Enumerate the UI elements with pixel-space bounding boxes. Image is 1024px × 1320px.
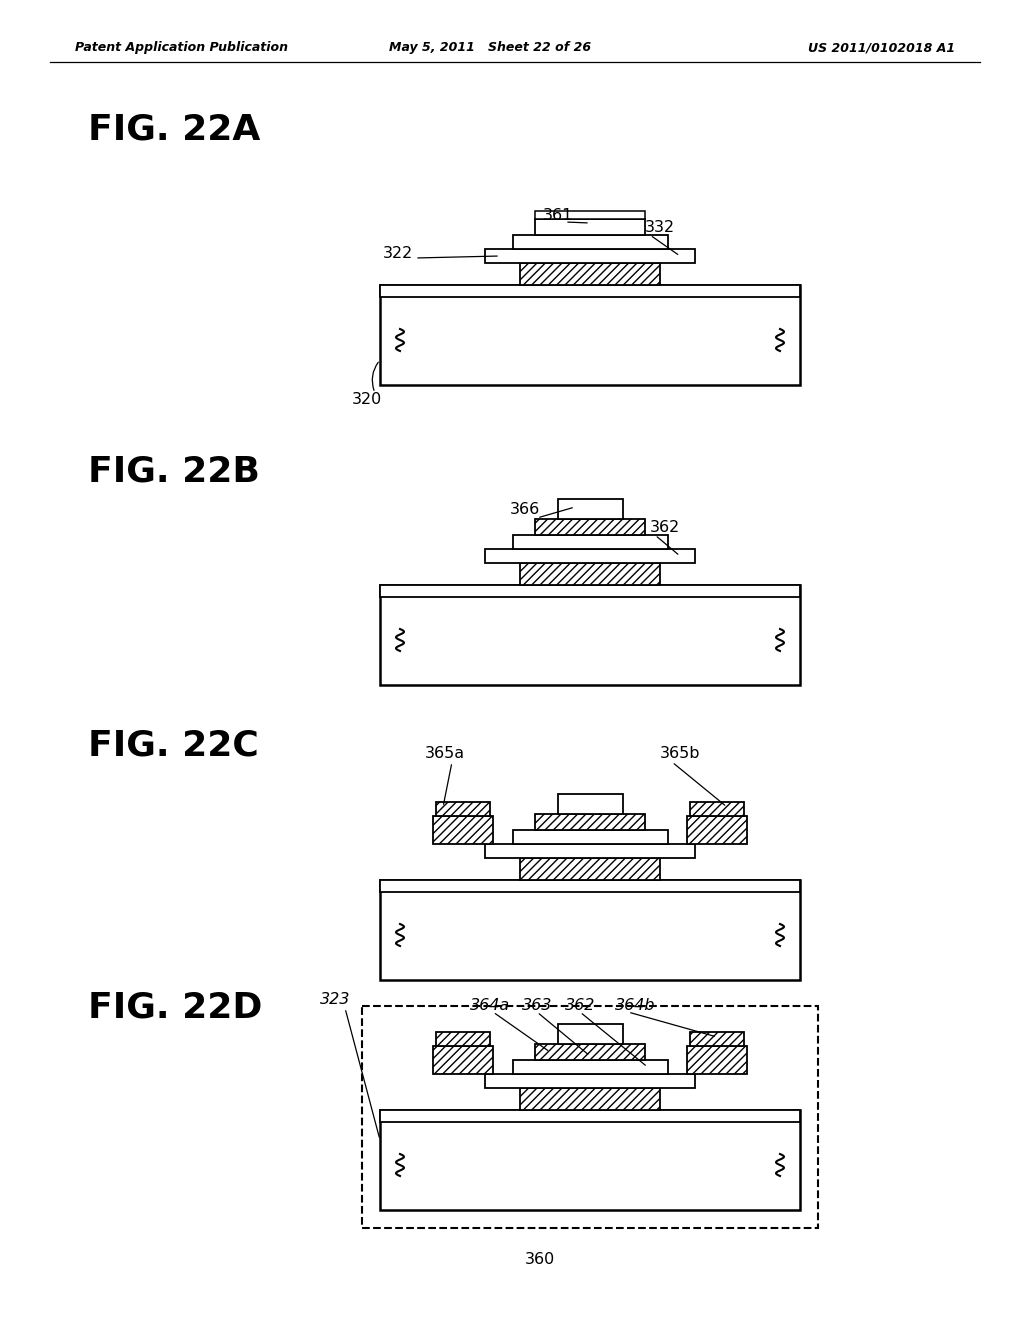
Text: 360: 360: [525, 1253, 555, 1267]
Text: 362: 362: [650, 520, 680, 536]
Text: 365a: 365a: [425, 746, 465, 760]
Polygon shape: [690, 803, 744, 816]
Polygon shape: [380, 880, 800, 979]
Polygon shape: [557, 1024, 623, 1044]
Text: 364a: 364a: [470, 998, 510, 1012]
Text: US 2011/0102018 A1: US 2011/0102018 A1: [808, 41, 955, 54]
Polygon shape: [687, 816, 746, 843]
Polygon shape: [687, 1045, 746, 1074]
Text: 362: 362: [565, 998, 595, 1012]
Text: 363: 363: [522, 998, 552, 1012]
Polygon shape: [520, 1088, 660, 1110]
Text: Patent Application Publication: Patent Application Publication: [75, 41, 288, 54]
Text: 322: 322: [383, 246, 413, 260]
Polygon shape: [485, 249, 695, 263]
Text: 323: 323: [319, 993, 350, 1007]
Polygon shape: [535, 211, 645, 219]
Polygon shape: [380, 1110, 800, 1122]
Polygon shape: [535, 1044, 645, 1060]
Text: FIG. 22C: FIG. 22C: [88, 729, 259, 762]
Polygon shape: [380, 1110, 800, 1210]
Polygon shape: [485, 549, 695, 564]
Text: FIG. 22B: FIG. 22B: [88, 455, 260, 488]
Polygon shape: [380, 285, 800, 297]
Text: 366: 366: [510, 503, 540, 517]
Text: 365b: 365b: [659, 746, 700, 760]
Polygon shape: [557, 795, 623, 814]
Polygon shape: [436, 1032, 490, 1045]
Text: FIG. 22A: FIG. 22A: [88, 114, 260, 147]
Text: 361: 361: [543, 207, 573, 223]
Polygon shape: [380, 585, 800, 597]
Polygon shape: [535, 814, 645, 830]
Polygon shape: [535, 519, 645, 535]
Polygon shape: [436, 803, 490, 816]
Polygon shape: [380, 585, 800, 685]
Polygon shape: [512, 235, 668, 249]
Text: FIG. 22D: FIG. 22D: [88, 990, 262, 1024]
Polygon shape: [512, 1060, 668, 1074]
Polygon shape: [690, 1032, 744, 1045]
Polygon shape: [535, 219, 645, 235]
Polygon shape: [512, 830, 668, 843]
Text: 320: 320: [352, 392, 382, 408]
Polygon shape: [433, 816, 493, 843]
Polygon shape: [433, 1045, 493, 1074]
Polygon shape: [485, 843, 695, 858]
Text: 332: 332: [645, 220, 675, 235]
Text: 364b: 364b: [614, 998, 655, 1012]
Polygon shape: [520, 564, 660, 585]
Polygon shape: [380, 285, 800, 385]
Text: May 5, 2011   Sheet 22 of 26: May 5, 2011 Sheet 22 of 26: [389, 41, 591, 54]
Polygon shape: [380, 880, 800, 892]
Polygon shape: [520, 858, 660, 880]
Polygon shape: [520, 263, 660, 285]
Polygon shape: [557, 499, 623, 519]
Polygon shape: [485, 1074, 695, 1088]
Polygon shape: [512, 535, 668, 549]
